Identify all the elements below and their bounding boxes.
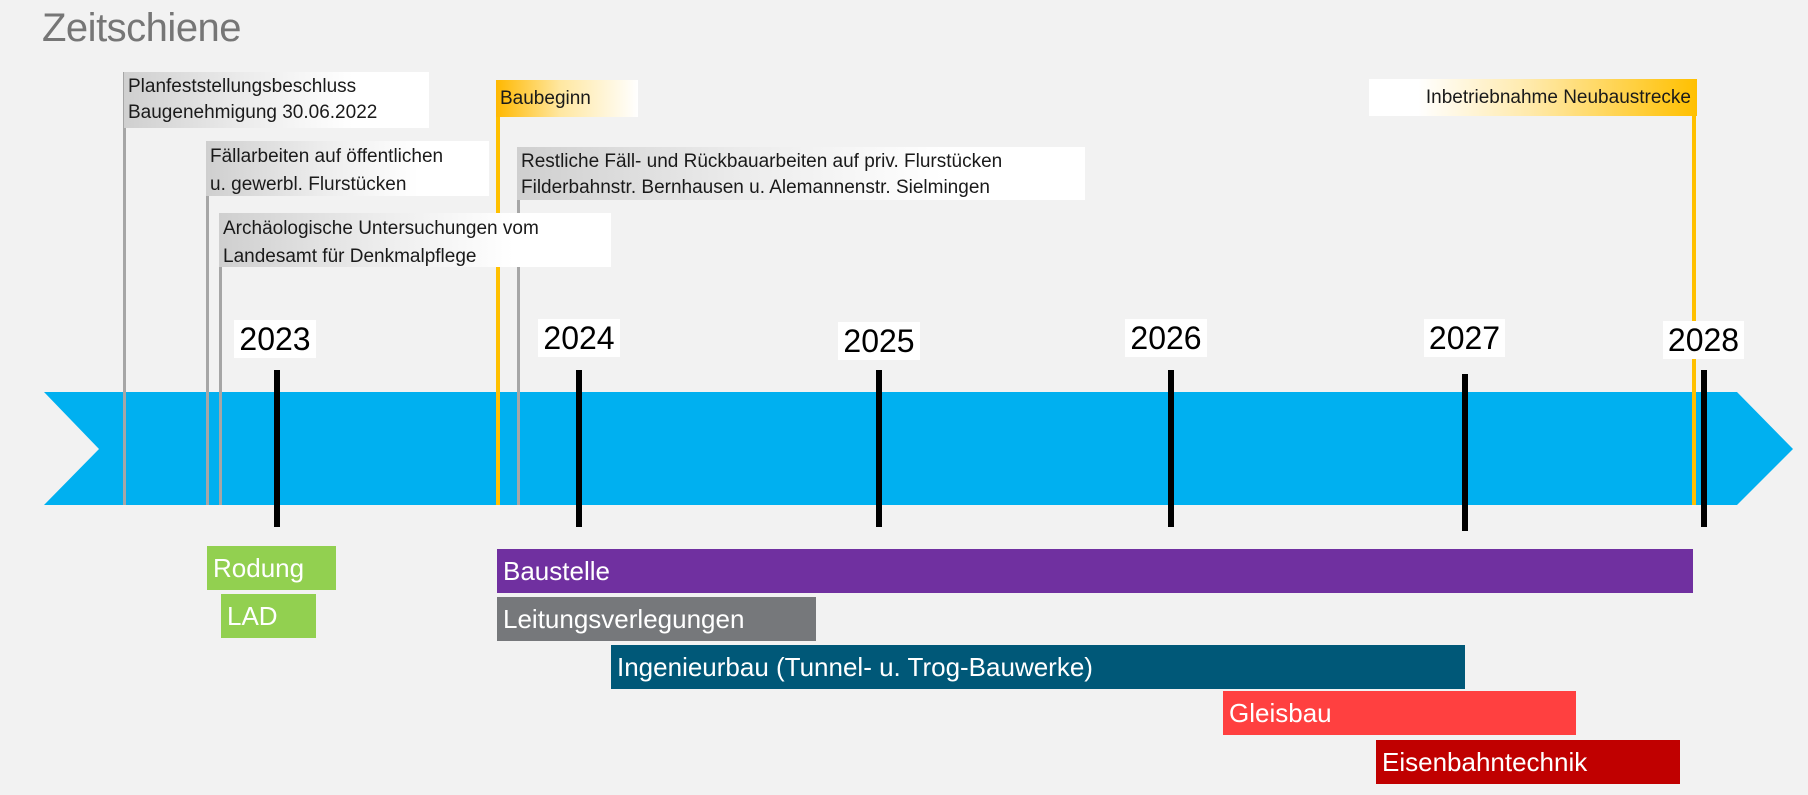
milestone-text-line: Filderbahnstr. Bernhausen u. Alemannenst…: [521, 177, 990, 198]
phase-bar-eisenbahntechnik: Eisenbahntechnik: [1376, 740, 1680, 784]
milestone-line-faellarbeiten: [206, 141, 209, 505]
milestone-line-baubeginn: [496, 80, 500, 505]
phase-bar-leitungsverlegungen: Leitungsverlegungen: [497, 597, 816, 641]
milestone-label-faellarbeiten: Fällarbeiten auf öffentlichen u. gewerbl…: [206, 141, 489, 196]
milestone-line-inbetriebnahme: [1692, 79, 1696, 505]
year-label-2026: 2026: [1125, 319, 1207, 357]
year-label-2023: 2023: [234, 320, 316, 358]
milestone-text-line: Fällarbeiten auf öffentlichen: [210, 146, 444, 167]
phase-bar-ingenieurbau: Ingenieurbau (Tunnel- u. Trog-Bauwerke): [611, 645, 1465, 689]
milestone-text-line: Restliche Fäll- und Rückbauarbeiten auf …: [521, 151, 1003, 172]
milestone-text-line: Landesamt für Denkmalpflege: [223, 246, 477, 267]
year-label-2028: 2028: [1663, 321, 1744, 359]
milestone-text-line: Baubeginn: [500, 88, 591, 109]
year-label-2024: 2024: [538, 319, 620, 357]
phase-bar-rodung: Rodung: [207, 546, 336, 590]
year-label-2025: 2025: [838, 322, 920, 360]
year-tick-2027: [1462, 374, 1468, 531]
milestone-label-archaeologie: Archäologische Untersuchungen vom Landes…: [219, 213, 611, 267]
milestone-line-archaeologie: [219, 213, 222, 505]
milestone-text-line: Baugenehmigung 30.06.2022: [128, 102, 378, 123]
milestone-text-line: u. gewerbl. Flurstücken: [210, 174, 407, 195]
phase-bar-lad: LAD: [221, 594, 316, 638]
milestone-line-restliche: [517, 147, 520, 505]
year-label-2027: 2027: [1424, 319, 1505, 357]
milestone-text-line: Archäologische Untersuchungen vom: [223, 218, 539, 239]
page-title: Zeitschiene: [42, 6, 242, 50]
year-tick-2025: [876, 370, 882, 527]
milestone-text-line: Planfeststellungsbeschluss: [128, 76, 357, 97]
year-tick-2026: [1168, 370, 1174, 527]
year-tick-2023: [274, 370, 280, 527]
phase-bar-gleisbau: Gleisbau: [1223, 691, 1576, 735]
phase-bar-baustelle: Baustelle: [497, 549, 1693, 593]
year-tick-2028: [1701, 370, 1707, 527]
milestone-line-planfeststellung: [123, 72, 126, 505]
milestone-label-inbetriebnahme: Inbetriebnahme Neubaustrecke: [1369, 79, 1697, 116]
year-tick-2024: [576, 370, 582, 527]
milestone-label-planfeststellung: Planfeststellungsbeschluss Baugenehmigun…: [124, 72, 429, 128]
milestone-label-restliche: Restliche Fäll- und Rückbauarbeiten auf …: [517, 147, 1085, 200]
milestone-text-line: Inbetriebnahme Neubaustrecke: [1425, 87, 1691, 108]
milestone-label-baubeginn: Baubeginn: [496, 80, 638, 117]
